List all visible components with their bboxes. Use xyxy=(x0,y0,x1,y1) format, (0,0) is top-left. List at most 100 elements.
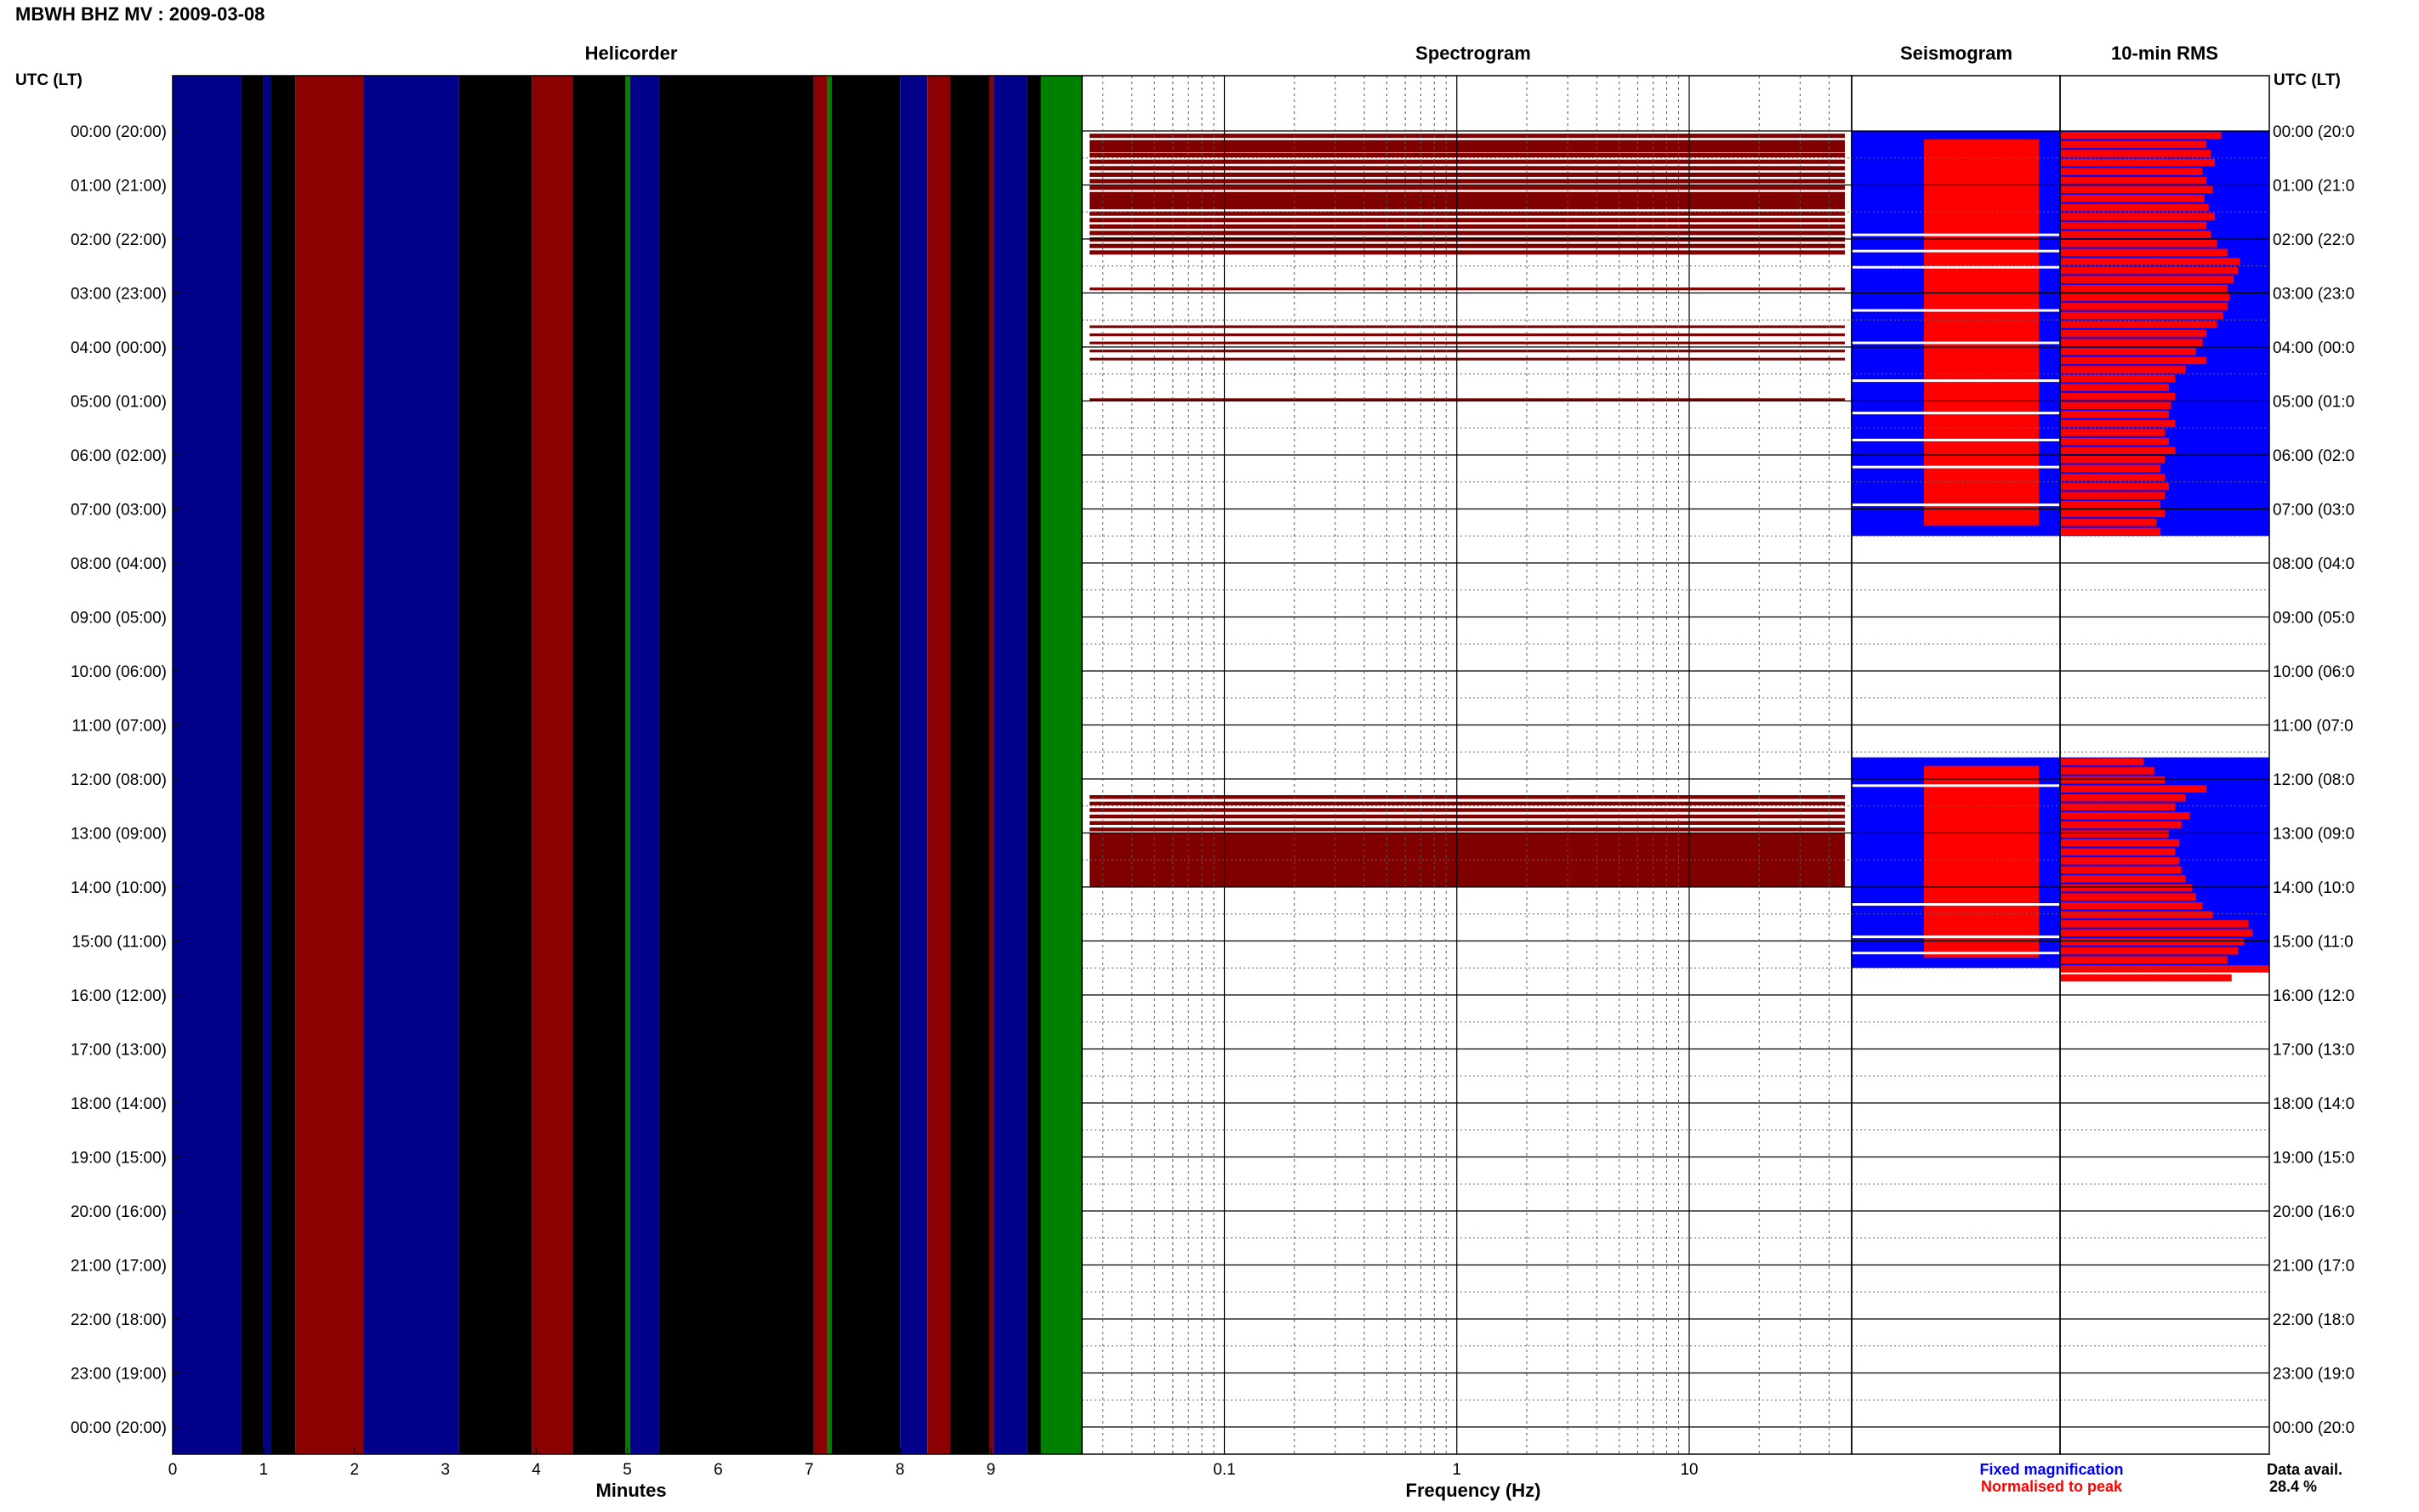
rms-bar xyxy=(2060,785,2207,793)
helicorder-band xyxy=(1040,76,1082,1454)
rms-bar xyxy=(2060,221,2207,230)
spectrogram-trace xyxy=(1090,341,1845,344)
time-tick-label-right: 02:00 (22:0 xyxy=(2273,231,2354,249)
time-tick-label: 03:00 (23:00) xyxy=(71,286,167,304)
seismogram-gap xyxy=(1852,309,2060,312)
rms-bar xyxy=(2060,911,2213,919)
helicorder-x-ticks: 0 1 2 3 4 5 6 7 8 9 xyxy=(168,1447,995,1479)
rms-bar xyxy=(2060,519,2157,526)
rms-bar xyxy=(2060,776,2165,784)
seismogram-gap xyxy=(1852,935,2060,939)
spectrogram-trace xyxy=(1090,172,1845,177)
time-tick-label: 22:00 (18:00) xyxy=(71,1311,167,1329)
rms-bar xyxy=(2060,812,2190,820)
spectrogram-trace xyxy=(1090,185,1845,190)
data-avail-label: Data avail. xyxy=(2267,1461,2342,1478)
panel-frame xyxy=(1081,75,1853,1455)
rms-bar xyxy=(2060,195,2205,202)
spectrogram-trace xyxy=(1090,801,1845,806)
spectrogram-panel xyxy=(1090,134,1845,887)
helicorder-band xyxy=(241,76,264,1454)
rms-bar xyxy=(2060,374,2176,383)
time-tick-label: 00:00 (20:00) xyxy=(71,1419,167,1437)
spectrogram-dense-block xyxy=(1090,833,1845,887)
rms-bar xyxy=(2060,401,2171,410)
legend-fixed: Fixed magnification xyxy=(1979,1461,2123,1478)
helicorder-band xyxy=(1027,76,1041,1454)
helicorder-band xyxy=(263,76,271,1454)
utc-label-left: UTC (LT) xyxy=(15,71,83,89)
spectrogram-trace xyxy=(1090,211,1845,216)
spectrogram-trace xyxy=(1090,808,1845,812)
seismogram-normalised-block xyxy=(1924,139,2039,526)
rms-bar xyxy=(2060,411,2169,418)
rms-bar xyxy=(2060,356,2207,365)
time-tick-label: 00:00 (20:00) xyxy=(71,123,167,141)
time-tick-label-right: 15:00 (11:0 xyxy=(2273,934,2354,952)
legend-normalised: Normalised to peak xyxy=(1981,1478,2123,1495)
frequency-tick-label: 0.1 xyxy=(1213,1461,1235,1479)
helicorder-band xyxy=(629,76,659,1454)
time-tick-label-right: 12:00 (08:0 xyxy=(2273,771,2354,789)
rms-bar xyxy=(2060,366,2186,373)
rms-bar xyxy=(2060,767,2154,775)
time-tick-label-right: 19:00 (15:0 xyxy=(2273,1150,2354,1168)
rms-bar xyxy=(2060,293,2230,302)
seismogram-gap xyxy=(1852,784,2060,787)
minute-tick-label: 4 xyxy=(532,1461,541,1479)
time-tick-label: 23:00 (19:00) xyxy=(71,1366,167,1384)
spectrogram-trace xyxy=(1090,827,1845,832)
minute-tick-label: 2 xyxy=(350,1461,360,1479)
rms-bar xyxy=(2060,240,2217,247)
time-tick-label-right: 09:00 (05:0 xyxy=(2273,610,2354,628)
time-tick-label: 14:00 (10:00) xyxy=(71,879,167,897)
time-tick-label: 18:00 (14:00) xyxy=(71,1095,167,1113)
time-tick-label-right: 16:00 (12:0 xyxy=(2273,987,2354,1005)
rms-bar xyxy=(2060,176,2207,185)
minute-tick-label: 5 xyxy=(623,1461,632,1479)
helicorder-band xyxy=(988,76,994,1454)
time-tick-label: 02:00 (22:00) xyxy=(71,231,167,249)
spectrogram-trace xyxy=(1090,196,1845,210)
spectrogram-trace xyxy=(1090,141,1845,153)
helicorder-panel xyxy=(173,76,1082,1454)
rms-bar xyxy=(2060,901,2203,910)
time-tick-label: 10:00 (06:00) xyxy=(71,663,167,681)
rms-bar xyxy=(2060,803,2176,811)
frequency-tick-label: 10 xyxy=(1680,1461,1698,1479)
rms-bar xyxy=(2060,793,2186,802)
spectrogram-trace xyxy=(1090,814,1845,819)
time-tick-label: 04:00 (00:00) xyxy=(71,339,167,357)
minute-tick-label: 1 xyxy=(259,1461,269,1479)
time-tick-label: 15:00 (11:00) xyxy=(71,934,167,952)
time-tick-label-right: 20:00 (16:0 xyxy=(2273,1203,2354,1221)
rms-bar xyxy=(2060,140,2207,149)
seismogram-gap xyxy=(1852,412,2060,415)
time-tick-label-right: 18:00 (14:0 xyxy=(2273,1095,2354,1113)
rms-bar xyxy=(2060,893,2196,901)
time-tick-label-right: 11:00 (07:0 xyxy=(2273,718,2354,736)
rms-bar xyxy=(2060,464,2161,473)
time-tick-label-right: 07:00 (03:0 xyxy=(2273,502,2354,520)
helicorder-band xyxy=(363,76,459,1454)
helicorder-band xyxy=(658,76,814,1454)
time-ticks-left: 00:00 (20:00) 01:00 (21:00) 02:00 (22:00) 0… xyxy=(71,123,179,1437)
seismogram-gap xyxy=(1852,379,2060,383)
seismogram-gap xyxy=(1852,465,2060,469)
time-tick-label-right: 17:00 (13:0 xyxy=(2273,1042,2354,1060)
helicorder-band xyxy=(173,76,242,1454)
rms-bar xyxy=(2060,437,2169,446)
rms-bar xyxy=(2060,258,2240,265)
helicorder-band xyxy=(900,76,928,1454)
time-tick-label-right: 01:00 (21:0 xyxy=(2273,178,2354,196)
spectrogram-trace xyxy=(1090,179,1845,184)
minute-tick-label: 3 xyxy=(441,1461,450,1479)
rms-bar xyxy=(2060,830,2169,838)
time-tick-label: 06:00 (02:00) xyxy=(71,447,167,465)
spectrogram-trace xyxy=(1090,218,1845,223)
helicorder-xlabel: Minutes xyxy=(595,1480,666,1501)
time-tick-label-right: 08:00 (04:0 xyxy=(2273,555,2354,573)
seismogram-normalised-block xyxy=(1924,765,2039,958)
rms-bar xyxy=(2060,158,2216,167)
helicorder-title: Helicorder xyxy=(585,43,678,64)
